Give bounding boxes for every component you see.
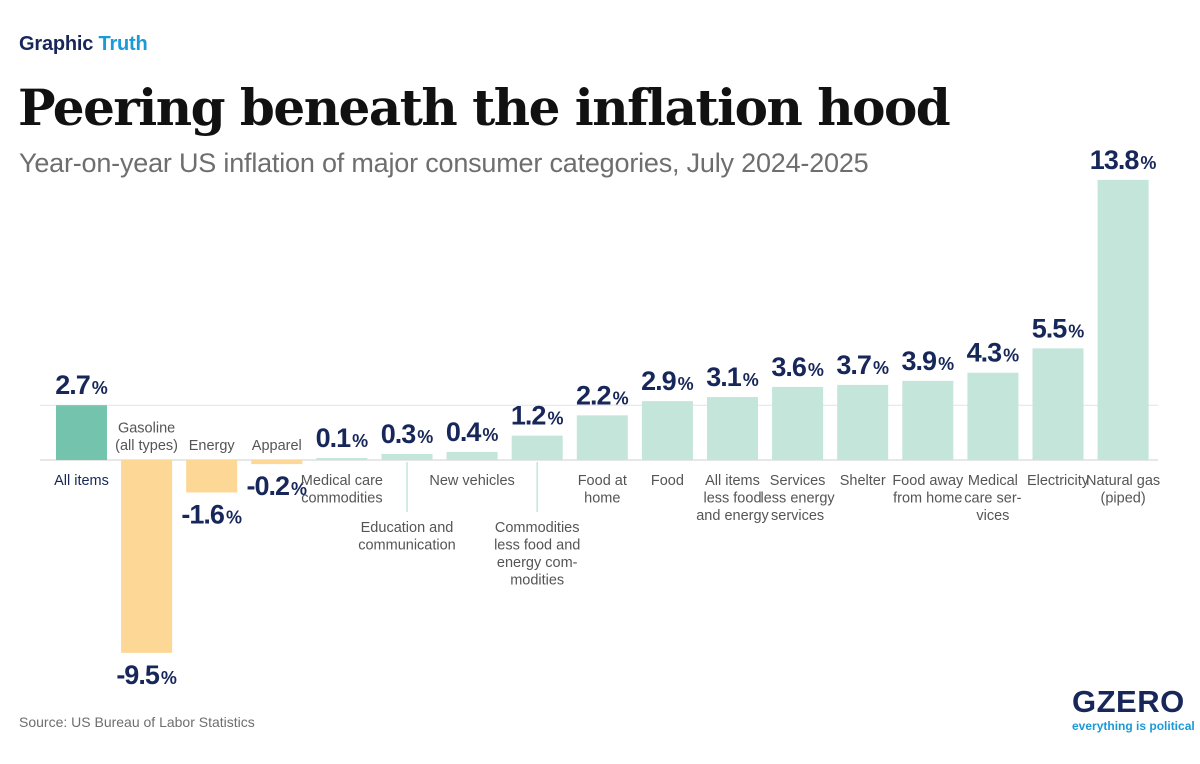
value-label: 3.1% — [706, 362, 759, 392]
category-label: Services less energy services — [761, 473, 836, 524]
bar — [316, 457, 368, 460]
bar — [967, 372, 1019, 460]
gzero-logo: GZERO everything is political — [1072, 684, 1195, 734]
bar — [511, 435, 563, 460]
bar — [446, 451, 498, 460]
category-label: Food — [651, 473, 684, 489]
category-label: Gasoline (all types) — [115, 421, 178, 455]
bar — [707, 397, 758, 460]
bar — [251, 460, 303, 465]
bar — [837, 384, 889, 460]
bar — [1097, 179, 1149, 461]
kicker-truth: Truth — [98, 33, 148, 55]
bar — [56, 405, 107, 460]
value-label: -0.2% — [247, 471, 308, 501]
chart-title: Peering beneath the inflation hood — [18, 78, 951, 137]
bar — [1032, 348, 1084, 460]
bar — [772, 386, 824, 460]
value-label: 4.3% — [967, 338, 1020, 368]
category-label: Food at home — [578, 473, 627, 507]
value-label: 3.6% — [771, 352, 824, 382]
value-label: 3.7% — [836, 350, 889, 380]
value-label: 2.2% — [576, 380, 629, 410]
category-label: Commodities less food and energy com-modit… — [494, 520, 580, 589]
bar — [902, 380, 954, 460]
logo-wordmark: GZERO — [1072, 684, 1185, 719]
category-label: Energy — [189, 438, 236, 454]
bar — [641, 401, 693, 460]
value-label: 0.1% — [316, 423, 369, 453]
chart-subtitle: Year-on-year US inflation of major consu… — [19, 148, 869, 178]
source-note: Source: US Bureau of Labor Statistics — [19, 714, 255, 730]
value-label: -9.5% — [116, 660, 177, 690]
value-label: -1.6% — [181, 499, 242, 529]
value-label: 0.3% — [381, 419, 434, 449]
value-label: 2.9% — [641, 366, 694, 396]
category-label: Electricity — [1027, 473, 1090, 489]
value-label: 5.5% — [1032, 313, 1085, 343]
category-label: All items — [54, 473, 109, 489]
category-label: Medical care commodities — [301, 473, 383, 507]
category-label: Natural gas (piped) — [1086, 473, 1160, 507]
kicker-graphic: Graphic — [19, 33, 94, 55]
bar — [121, 460, 173, 653]
category-label: Education and communication — [358, 520, 456, 554]
bar — [186, 460, 238, 493]
category-label: All items less food and energy — [696, 473, 769, 524]
value-label: 1.2% — [511, 401, 564, 431]
category-label: Medical care ser-vices — [964, 473, 1021, 524]
value-label: 3.9% — [902, 346, 955, 376]
value-label: 13.8% — [1090, 145, 1157, 175]
category-label: Shelter — [840, 473, 886, 489]
bar — [381, 453, 433, 460]
category-label: New vehicles — [429, 473, 514, 489]
logo-tagline: everything is political — [1072, 719, 1195, 733]
category-label: Food away from home — [892, 473, 964, 507]
value-label: 0.4% — [446, 417, 499, 447]
value-label: 2.7% — [55, 370, 108, 400]
category-label: Apparel — [252, 438, 302, 454]
kicker: Graphic Truth — [19, 33, 148, 56]
bar — [576, 415, 628, 460]
